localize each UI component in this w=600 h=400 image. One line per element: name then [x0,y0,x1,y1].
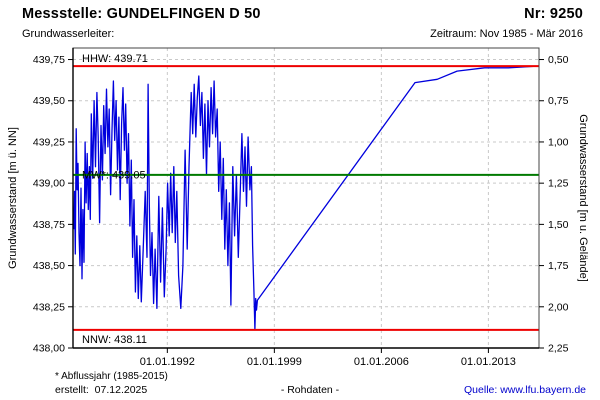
y-right-tick-label: 1,75 [548,260,569,272]
nnw-label: NNW: 438.11 [82,334,147,346]
y-left-tick-label: 439,25 [33,136,65,148]
y-left-tick-label: 438,75 [33,219,65,231]
source-link[interactable]: Quelle: www.lfu.bayern.de [464,384,586,396]
y-right-tick-label: 1,25 [548,178,569,190]
y-right-tick-label: 0,50 [548,54,569,66]
page-title: Messstelle: GUNDELFINGEN D 50 [22,6,261,22]
y-right-tick-label: 1,50 [548,219,569,231]
hhw-label: HHW: 439.71 [82,53,148,65]
footnote-abflussjahr: * Abflussjahr (1985-2015) [55,371,168,382]
y-right-tick-label: 2,25 [548,343,569,355]
aquifer-label: Grundwasserleiter: [22,28,115,40]
data-line-rohdaten [73,65,538,331]
x-tick-label: 01.01.1999 [247,356,302,368]
plot-frame [72,47,540,349]
y-axis-left-title: Grundwasserstand [m ü. NN] [7,127,19,269]
x-tick-label: 01.01.2013 [461,356,516,368]
y-left-tick-label: 439,50 [33,95,65,107]
created-date: erstellt: 07.12.2025 [55,384,148,396]
y-left-tick-label: 439,75 [33,54,65,66]
x-tick-label: 01.01.1992 [140,356,195,368]
data-type-label: - Rohdaten - [280,384,340,396]
x-tick-label: 01.01.2006 [354,356,409,368]
station-number: Nr: 9250 [524,6,583,22]
y-axis-right-title: Grundwasserstand [m u. Gelände] [577,114,589,282]
y-left-tick-label: 439,00 [33,178,65,190]
mw-label: MW*: 439.05 [82,169,146,181]
y-right-tick-label: 0,75 [548,95,569,107]
y-left-tick-label: 438,50 [33,260,65,272]
y-right-tick-label: 1,00 [548,136,569,148]
y-left-tick-label: 438,00 [33,343,65,355]
y-right-tick-label: 2,00 [548,301,569,313]
y-left-tick-label: 438,25 [33,301,65,313]
period-label: Zeitraum: Nov 1985 - Mär 2016 [430,28,583,40]
